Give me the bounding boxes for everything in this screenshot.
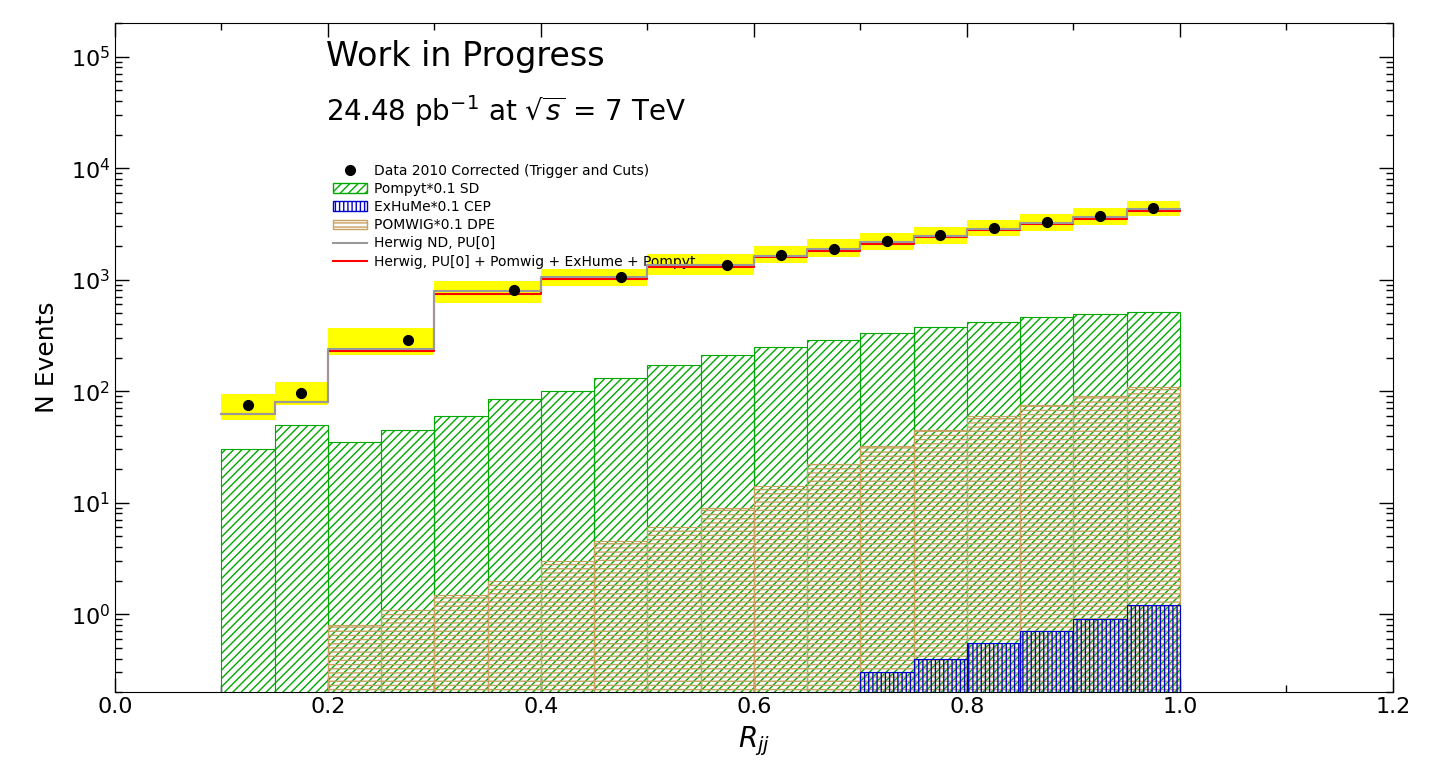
Bar [1020, 318, 1073, 769]
X-axis label: $R_{jj}$: $R_{jj}$ [738, 724, 770, 757]
Bar [1073, 396, 1127, 769]
Bar [913, 430, 966, 769]
Bar [754, 347, 807, 769]
Bar [648, 528, 701, 769]
Bar [966, 321, 1020, 769]
Bar [754, 706, 807, 769]
Bar [860, 333, 913, 769]
Bar [913, 658, 966, 769]
Bar [1127, 312, 1180, 769]
Bar [541, 561, 595, 769]
Bar [1127, 605, 1180, 769]
Bar [488, 399, 541, 769]
Bar [1073, 315, 1127, 769]
Bar [541, 391, 595, 769]
Bar [966, 416, 1020, 769]
Bar [913, 327, 966, 769]
Bar [1020, 405, 1073, 769]
Bar [327, 625, 381, 769]
Bar [966, 643, 1020, 769]
Bar [1127, 387, 1180, 769]
Bar [595, 378, 648, 769]
Bar [701, 508, 754, 769]
Bar [807, 692, 860, 769]
Bar [807, 464, 860, 769]
Bar [648, 365, 701, 769]
Bar [754, 486, 807, 769]
Bar [327, 442, 381, 769]
Bar [488, 581, 541, 769]
Bar [274, 424, 327, 769]
Bar [595, 541, 648, 769]
Bar [434, 416, 488, 769]
Bar [221, 449, 274, 769]
Bar [1073, 619, 1127, 769]
Text: Work in Progress: Work in Progress [326, 40, 605, 73]
Bar [860, 672, 913, 769]
Bar [807, 340, 860, 769]
Bar [860, 446, 913, 769]
Bar [434, 594, 488, 769]
Text: 24.48 pb$^{-1}$ at $\sqrt{s}$ = 7 TeV: 24.48 pb$^{-1}$ at $\sqrt{s}$ = 7 TeV [326, 93, 686, 129]
Legend: Data 2010 Corrected (Trigger and Cuts), Pompyt*0.1 SD, ExHuMe*0.1 CEP, POMWIG*0.: Data 2010 Corrected (Trigger and Cuts), … [333, 164, 696, 268]
Bar [701, 726, 754, 769]
Bar [381, 610, 434, 769]
Bar [1020, 631, 1073, 769]
Y-axis label: N Events: N Events [36, 302, 59, 413]
Bar [381, 430, 434, 769]
Bar [701, 355, 754, 769]
